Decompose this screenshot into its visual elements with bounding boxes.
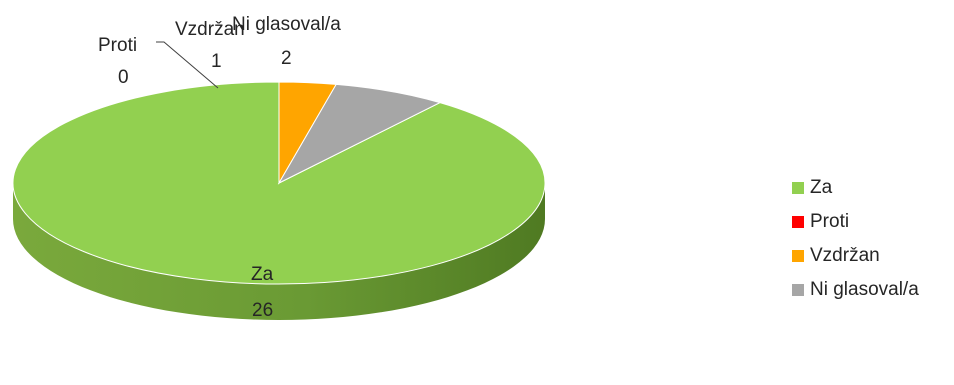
data-label-proti-name: Proti <box>98 35 137 56</box>
data-label-ni-glasoval-name: Ni glasoval/a <box>232 14 341 35</box>
legend-swatch-za <box>792 182 804 194</box>
legend-label-vzdrzan: Vzdržan <box>810 245 880 266</box>
legend-item-za: Za <box>792 177 919 198</box>
pie-slice-ni-glasoval <box>277 83 442 185</box>
data-label-za-value: 26 <box>252 300 273 321</box>
legend-swatch-ni-glasoval <box>792 284 804 296</box>
data-label-vzdrzan-name: Vzdržan <box>175 19 245 40</box>
legend-swatch-vzdrzan <box>792 250 804 262</box>
legend-label-proti: Proti <box>810 211 850 232</box>
legend-label-ni-glasoval: Ni glasoval/a <box>810 279 919 300</box>
legend-item-proti: Proti <box>792 211 919 232</box>
data-label-proti-value: 0 <box>118 67 129 88</box>
legend-item-ni-glasoval: Ni glasoval/a <box>792 279 919 300</box>
data-label-za-name: Za <box>251 264 274 285</box>
legend-item-vzdrzan: Vzdržan <box>792 245 919 266</box>
legend-label-za: Za <box>810 177 833 198</box>
pie-side-za <box>13 183 545 320</box>
chart-legend: Za Proti Vzdržan Ni glasoval/a <box>792 177 919 314</box>
legend-swatch-proti <box>792 216 804 228</box>
leader-line-proti <box>156 41 219 89</box>
data-label-vzdrzan-value: 1 <box>211 51 222 72</box>
data-label-ni-glasoval-value: 2 <box>281 48 292 69</box>
